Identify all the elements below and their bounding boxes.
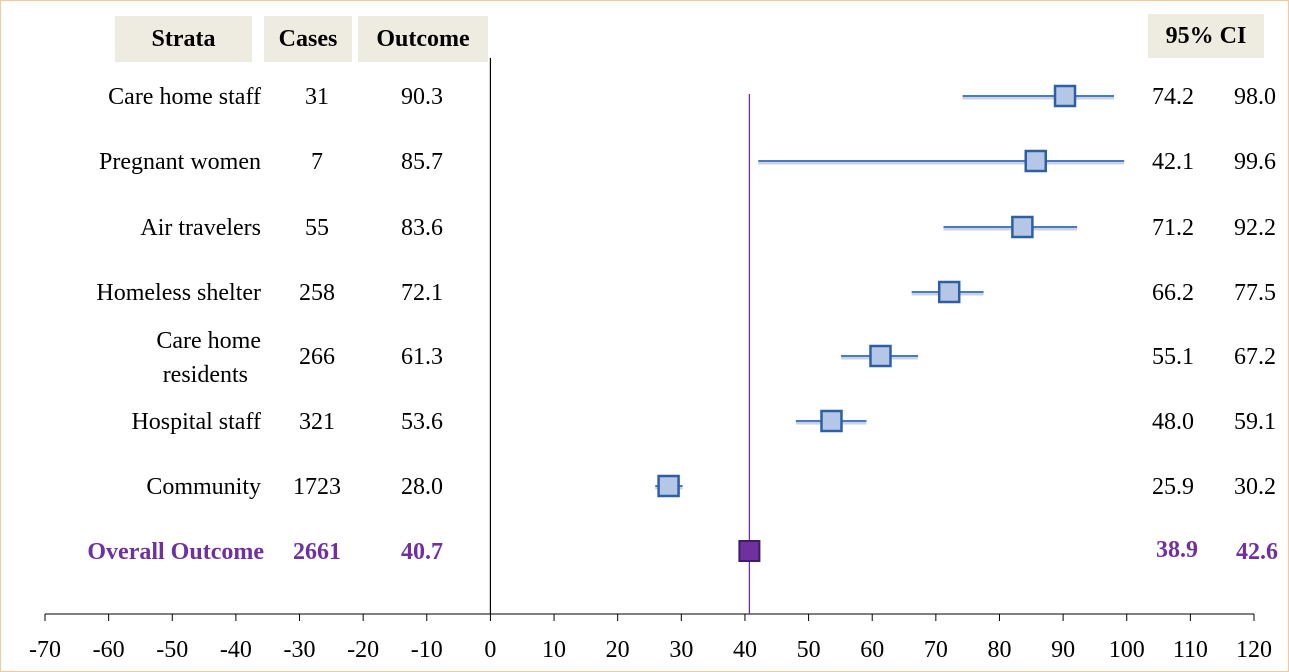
- row-ci-lower: 71.2: [1152, 215, 1194, 241]
- row-ci-upper: 92.2: [1234, 215, 1276, 241]
- point-marker: [937, 280, 961, 304]
- row-ci-lower: 66.2: [1152, 280, 1194, 306]
- row-cases: 31: [305, 84, 329, 110]
- row-cases: 7: [311, 149, 323, 175]
- overall-label: Overall Outcome: [87, 539, 264, 565]
- row-ci-lower: 25.9: [1152, 474, 1194, 500]
- row-label: Homeless shelter: [96, 280, 261, 306]
- x-tick-label: -70: [29, 637, 61, 663]
- x-tick-label: -50: [156, 637, 188, 663]
- x-tick-label: 0: [484, 637, 496, 663]
- overall-ci-upper: 42.6: [1236, 539, 1278, 565]
- row-cases: 1723: [293, 474, 341, 500]
- overall-marker: [738, 540, 761, 562]
- row-ci-lower: 42.1: [1152, 149, 1194, 175]
- row-cases: 266: [299, 344, 335, 370]
- row-label: Care home staff: [108, 84, 261, 110]
- x-tick-label: 120: [1236, 637, 1272, 663]
- row-label: Community: [146, 474, 261, 500]
- row-ci-upper: 77.5: [1234, 280, 1276, 306]
- overall-outcome: 40.7: [401, 539, 443, 565]
- row-ci-upper: 67.2: [1234, 344, 1276, 370]
- row-cases: 321: [299, 409, 335, 435]
- x-tick-label: 50: [797, 637, 821, 663]
- x-tick-label: -40: [220, 637, 252, 663]
- point-marker: [1011, 215, 1034, 239]
- row-ci-lower: 55.1: [1152, 344, 1194, 370]
- x-tick-label: 60: [860, 637, 884, 663]
- point-marker: [657, 474, 680, 498]
- x-tick-label: 90: [1051, 637, 1075, 663]
- x-tick-label: 30: [669, 637, 693, 663]
- header-strata: Strata: [115, 16, 252, 62]
- header-outcome: Outcome: [358, 16, 488, 62]
- point-marker: [1024, 149, 1047, 173]
- x-tick-label: -20: [347, 637, 379, 663]
- x-tick-label: 70: [924, 637, 948, 663]
- x-tick-label: -10: [411, 637, 443, 663]
- row-ci-lower: 74.2: [1152, 84, 1194, 110]
- point-marker: [1053, 84, 1077, 108]
- row-outcome: 83.6: [401, 215, 443, 241]
- row-ci-upper: 59.1: [1234, 409, 1276, 435]
- row-outcome: 53.6: [401, 409, 443, 435]
- row-ci-upper: 98.0: [1234, 84, 1276, 110]
- row-outcome: 90.3: [401, 84, 443, 110]
- x-tick-label: 40: [733, 637, 757, 663]
- x-tick-label: 100: [1109, 637, 1145, 663]
- point-marker: [820, 409, 843, 433]
- x-tick-label: 10: [542, 637, 566, 663]
- row-ci-upper: 30.2: [1234, 474, 1276, 500]
- x-tick-label: -30: [284, 637, 316, 663]
- row-label: Air travelers: [140, 215, 261, 241]
- header-ci: 95% CI: [1148, 14, 1264, 58]
- row-label: Hospital staff: [131, 409, 261, 435]
- x-tick-label: 80: [987, 637, 1011, 663]
- row-outcome: 72.1: [401, 280, 443, 306]
- row-label: Care home: [156, 328, 261, 354]
- header-cases: Cases: [264, 16, 352, 62]
- row-ci-lower: 48.0: [1152, 409, 1194, 435]
- row-label: Pregnant women: [99, 149, 261, 175]
- point-marker: [869, 344, 892, 368]
- row-cases: 258: [299, 280, 335, 306]
- row-cases: 55: [305, 215, 329, 241]
- x-tick-label: 20: [606, 637, 630, 663]
- x-tick-label: 110: [1173, 637, 1208, 663]
- row-outcome: 28.0: [401, 474, 443, 500]
- row-outcome: 61.3: [401, 344, 443, 370]
- x-tick-label: -60: [93, 637, 125, 663]
- overall-ci-lower: 38.9: [1156, 537, 1198, 563]
- row-outcome: 85.7: [401, 149, 443, 175]
- overall-cases: 2661: [293, 539, 341, 565]
- row-ci-upper: 99.6: [1234, 149, 1276, 175]
- row-label: residents: [163, 362, 248, 388]
